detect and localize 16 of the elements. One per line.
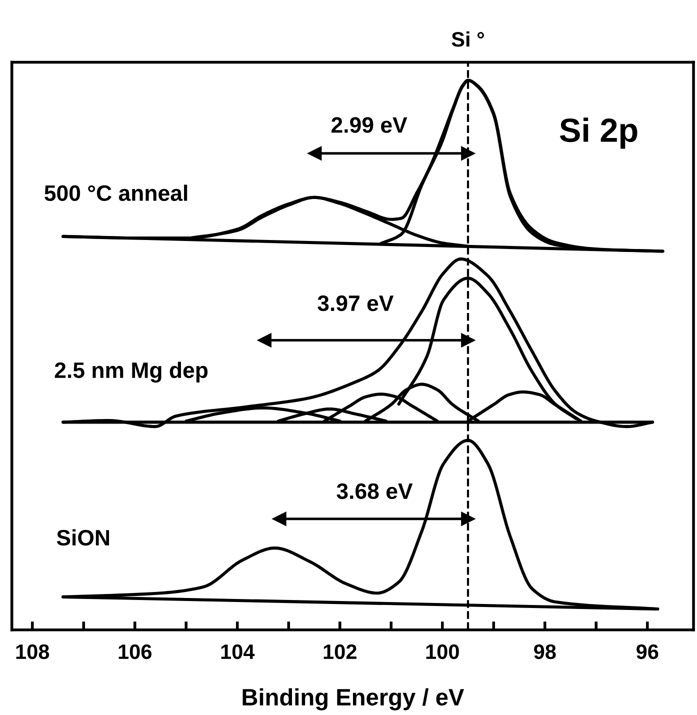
x-tick-label: 102	[324, 644, 356, 660]
x-tick-label: 108	[16, 644, 50, 660]
annotation: 500 °C anneal	[44, 184, 188, 202]
annotation: 3.97 eV	[318, 295, 394, 312]
x-tick-label: 96	[636, 644, 658, 660]
x-tick-label: 104	[221, 644, 255, 660]
x-tick-label: 98	[534, 644, 556, 660]
annotation: 3.68 eV	[336, 483, 413, 500]
ref-line-label: Si °	[452, 31, 484, 47]
x-tick-label: 100	[426, 644, 459, 660]
annotation: Si 2p	[560, 118, 638, 149]
annotation: SiON	[56, 529, 109, 546]
x-tick-label: 106	[118, 644, 152, 660]
annotation: 2.99 eV	[332, 117, 408, 133]
x-axis-title: Binding Energy / eV	[242, 688, 464, 710]
annotation: 2.5 nm Mg dep	[54, 362, 208, 383]
